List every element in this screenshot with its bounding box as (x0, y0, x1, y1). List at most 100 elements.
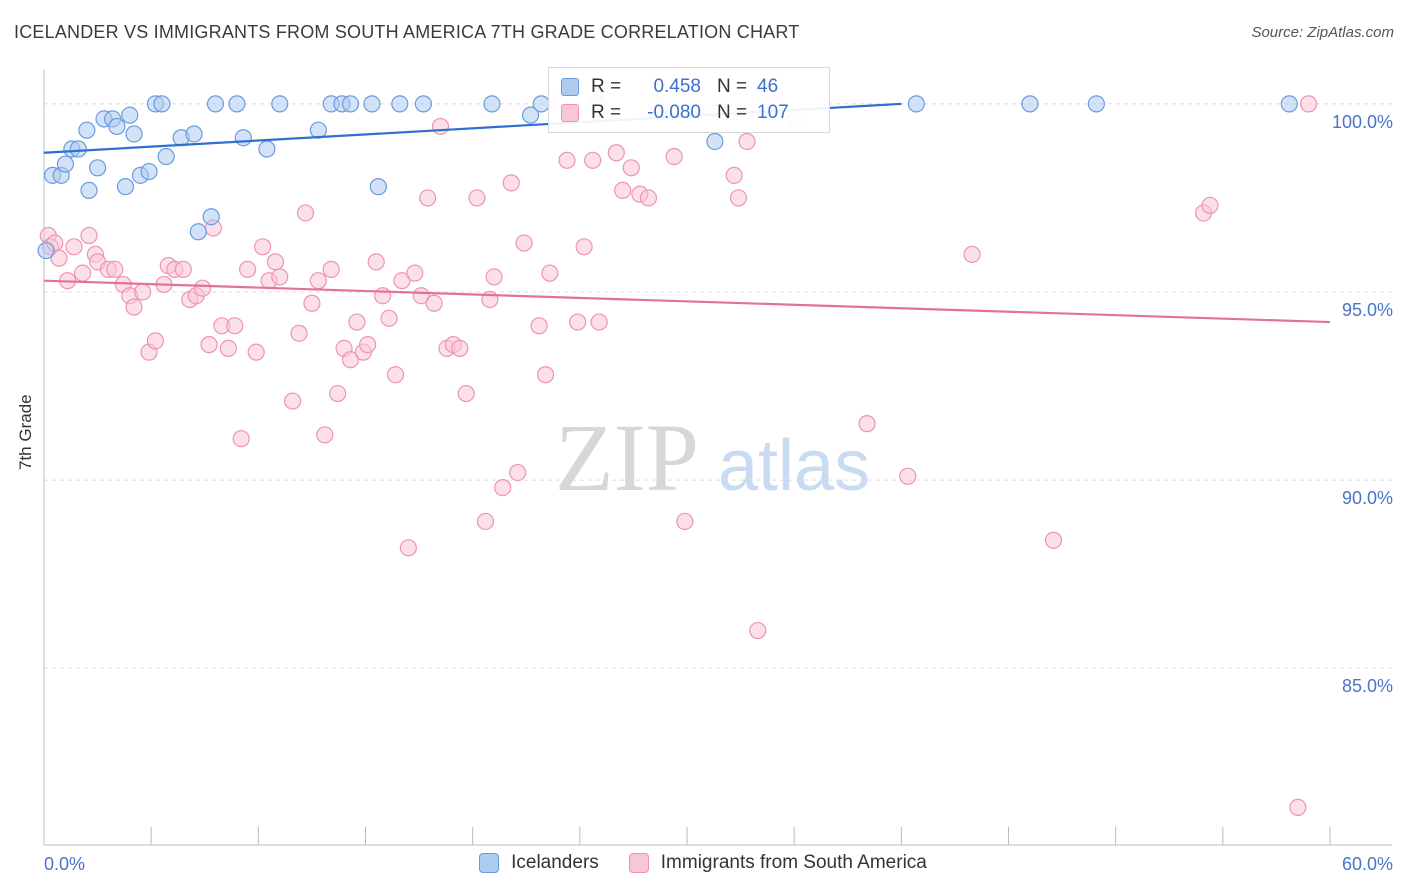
immigrant-point (125, 298, 143, 316)
immigrant-point (146, 332, 165, 350)
legend-swatch-pink (561, 104, 579, 122)
icelander-point (907, 95, 925, 113)
immigrant-point (194, 279, 212, 297)
icelander-point (56, 155, 75, 173)
icelander-point (258, 140, 276, 158)
immigrant-point (219, 339, 237, 357)
icelander-point (78, 121, 96, 139)
immigrant-point (541, 264, 559, 282)
legend-swatch-blue (561, 78, 579, 96)
immigrant-point (393, 272, 411, 290)
icelander-point (369, 178, 387, 196)
immigrant-point (457, 384, 475, 403)
icelander-point (1087, 95, 1105, 113)
icelander-point (706, 132, 724, 151)
legend-item-icelanders[interactable]: Icelanders (479, 852, 599, 874)
immigrant-point (367, 253, 385, 271)
immigrant-point (322, 260, 340, 278)
chart-title: ICELANDER VS IMMIGRANTS FROM SOUTH AMERI… (14, 22, 800, 42)
icelander-point (271, 95, 289, 113)
immigrant-point (590, 313, 608, 331)
immigrant-point (639, 189, 658, 207)
watermark-atlas: atlas (718, 426, 870, 506)
tick-labels: 100.0% 95.0% 90.0% 85.0% 0.0% 60.0% (44, 112, 1393, 874)
immigrant-point (1299, 95, 1318, 113)
icelander-point (202, 208, 220, 226)
icelander-point (37, 241, 55, 260)
immigrant-point (386, 366, 405, 384)
legend-label-immigrants: Immigrants from South America (660, 852, 927, 873)
legend-swatch-immigrants (628, 853, 649, 873)
icelander-point (121, 106, 139, 124)
immigrant-point (485, 268, 503, 286)
immigrant-point (738, 132, 756, 151)
immigrant-point (494, 478, 512, 497)
immigrant-point (106, 260, 124, 278)
icelander-point (234, 129, 252, 147)
immigrant-point (614, 181, 632, 199)
source-label: Source: ZipAtlas.com (1251, 24, 1394, 41)
icelander-point (125, 125, 143, 143)
immigrant-point (729, 189, 748, 207)
immigrant-point (284, 392, 302, 410)
immigrant-point (899, 467, 917, 485)
axes (43, 70, 1392, 846)
immigrant-point (425, 294, 443, 312)
icelander-point (391, 95, 409, 113)
immigrant-point (569, 313, 587, 331)
immigrant-point (73, 264, 92, 282)
y-tick-label: 85.0% (1342, 676, 1393, 696)
immigrant-point (451, 339, 469, 357)
immigrant-point (725, 166, 743, 184)
immigrant-point (309, 272, 327, 290)
immigrant-point (502, 174, 520, 192)
legend-r-label: R = (591, 76, 622, 97)
immigrant-point (271, 268, 289, 286)
y-tick-label: 95.0% (1342, 300, 1393, 320)
immigrant-point (380, 309, 398, 327)
immigrant-point (431, 117, 450, 136)
immigrant-point (316, 426, 334, 444)
icelander-point (521, 106, 540, 124)
immigrant-point (329, 384, 347, 403)
immigrant-point (399, 539, 417, 557)
immigrant-point (558, 151, 576, 169)
legend-n-label: N = (717, 76, 748, 97)
stats-legend: R = 0.458 N = 46 R = -0.080 N = 107 (548, 67, 830, 133)
immigrant-point (65, 238, 83, 256)
watermark: ZIP atlas (555, 404, 870, 511)
immigrant-point (296, 204, 315, 222)
immigrant-point (239, 260, 257, 278)
immigrant-point (622, 159, 640, 177)
immigrant-point (1044, 531, 1063, 549)
icelander-point (1280, 95, 1298, 113)
legend-swatch-icelanders (479, 853, 500, 873)
immigrant-point (476, 512, 495, 531)
icelander-point (153, 95, 171, 113)
immigrant-point (348, 313, 366, 331)
legend-item-immigrants[interactable]: Immigrants from South America (628, 852, 927, 874)
immigrants-trend-line (43, 279, 1331, 324)
x-tick-label: 60.0% (1342, 854, 1393, 874)
icelander-point (228, 95, 246, 113)
immigrant-point (749, 621, 767, 640)
icelander-point (1021, 95, 1039, 113)
immigrant-point (374, 287, 392, 305)
immigrant-point (584, 151, 602, 169)
immigrant-point (200, 336, 218, 354)
grid-lines (44, 103, 1392, 669)
icelander-point (69, 140, 87, 158)
legend-row-immigrants: R = -0.080 N = 107 (561, 100, 789, 126)
immigrant-point (406, 264, 424, 282)
immigrant-point (266, 253, 285, 271)
legend-n-value: 107 (757, 102, 789, 123)
immigrant-point (676, 512, 694, 531)
immigrant-point (341, 351, 360, 369)
immigrant-point (1201, 196, 1219, 215)
icelander-point (157, 147, 175, 166)
legend-label-icelanders: Icelanders (511, 852, 599, 873)
immigrant-point (515, 234, 533, 252)
legend-r-value: 0.458 (653, 76, 701, 97)
immigrant-point (133, 283, 152, 301)
